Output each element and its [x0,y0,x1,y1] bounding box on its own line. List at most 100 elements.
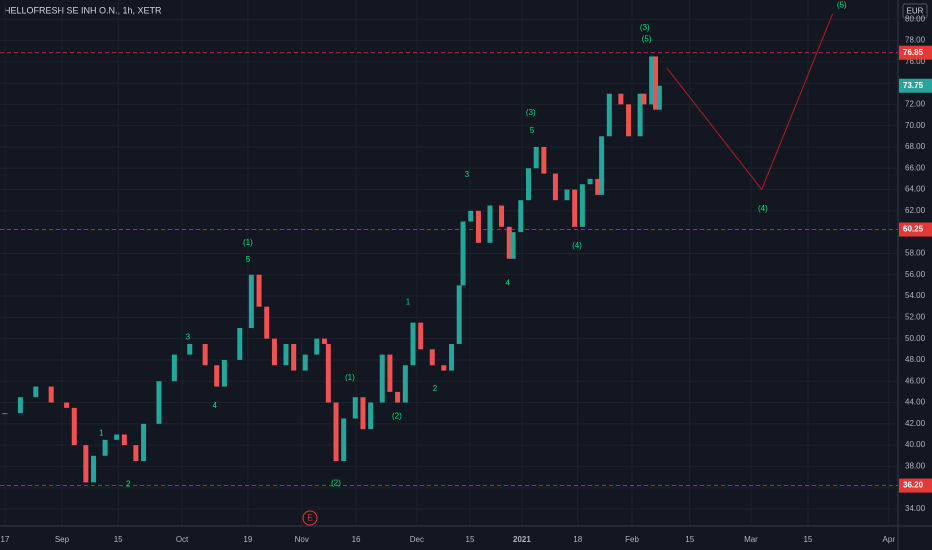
candle [656,85,662,110]
candle [352,397,358,419]
candle [379,354,385,403]
candle [202,343,208,366]
candle [141,423,147,462]
candle [606,93,612,137]
level-label: 36.20 [903,481,924,490]
candle [133,445,139,462]
wave-label: 1 [406,298,411,307]
x-tick-label: 2021 [513,535,531,544]
candle [418,322,424,350]
candle [221,359,227,387]
wave-label: 1 [99,429,104,438]
candle [618,93,624,105]
y-tick-label: 54.00 [905,291,926,300]
candle [271,338,277,366]
candle [283,343,289,366]
candle [64,402,70,408]
x-tick-label: Sep [55,535,70,544]
wave-label: 5 [530,126,535,135]
wave-label: (5) [642,35,652,44]
candle [17,397,23,414]
candle [48,386,54,403]
candle [579,184,585,227]
wave-label: (3) [526,108,536,117]
candle [510,232,516,259]
chart-title: HELLOFRESH SE INH O.N., 1h, XETR [4,5,162,15]
wave-label: (5) [837,0,847,9]
y-tick-label: 56.00 [905,270,926,279]
y-tick-label: 78.00 [905,36,926,45]
x-tick-label: 15 [466,535,475,544]
candle [314,338,320,355]
x-tick-label: Nov [295,535,309,544]
level-label: 76.85 [903,48,924,57]
candle [214,365,220,387]
candle [156,381,162,424]
candle [468,210,474,222]
wave-label: (3) [640,23,650,32]
candle [333,402,339,462]
candle [499,205,505,227]
candle [171,354,177,382]
candle [449,343,455,371]
candle [460,221,466,286]
candle [121,434,127,446]
candle [626,104,632,137]
y-tick-label: 62.00 [905,206,926,215]
y-tick-label: 64.00 [905,185,926,194]
candle [475,210,481,243]
x-tick-label: Oct [176,535,189,544]
y-tick-label: 68.00 [905,142,926,151]
candle [410,322,416,366]
candle [395,391,401,403]
y-tick-label: 34.00 [905,504,926,513]
candle [302,354,308,371]
candle [83,445,89,483]
candle [402,365,408,403]
x-tick-label: 15 [685,535,694,544]
y-tick-label: 50.00 [905,334,926,343]
x-tick-label: 15 [114,535,123,544]
candle [91,455,97,483]
x-tick-label: Apr [883,535,896,544]
level-label: 60.25 [903,225,924,234]
candle [264,306,270,339]
candle [248,274,254,328]
x-tick-label: 19 [243,535,252,544]
candle [572,189,578,227]
candle [541,146,547,174]
candle [114,434,120,440]
wave-label: 4 [505,278,510,287]
y-tick-label: 38.00 [905,462,926,471]
candle [441,365,447,371]
candle [321,338,327,344]
candle [102,439,108,456]
y-tick-label: 70.00 [905,121,926,130]
candle [341,418,347,462]
y-tick-label: 58.00 [905,249,926,258]
candle [456,285,462,344]
y-tick-label: 52.00 [905,312,926,321]
candle [429,349,435,366]
wave-label: 4 [213,401,218,410]
level-tag [899,45,932,60]
y-tick-label: 80.00 [905,14,926,23]
candle [518,200,524,233]
wave-label: (2) [331,479,341,488]
x-tick-label: 17 [1,535,10,544]
x-tick-label: Dec [410,535,424,544]
wave-label: (1) [243,238,253,247]
candle [325,343,331,403]
currency-box [902,3,928,19]
candle [387,354,393,392]
wave-label: 5 [246,255,251,264]
candle [187,343,193,355]
y-tick-label: 48.00 [905,355,926,364]
x-tick-label: 15 [803,535,812,544]
wave-label: 3 [186,333,191,342]
candle [649,56,655,105]
wave-label: (1) [345,373,355,382]
candle [653,56,659,110]
candle [33,386,39,398]
